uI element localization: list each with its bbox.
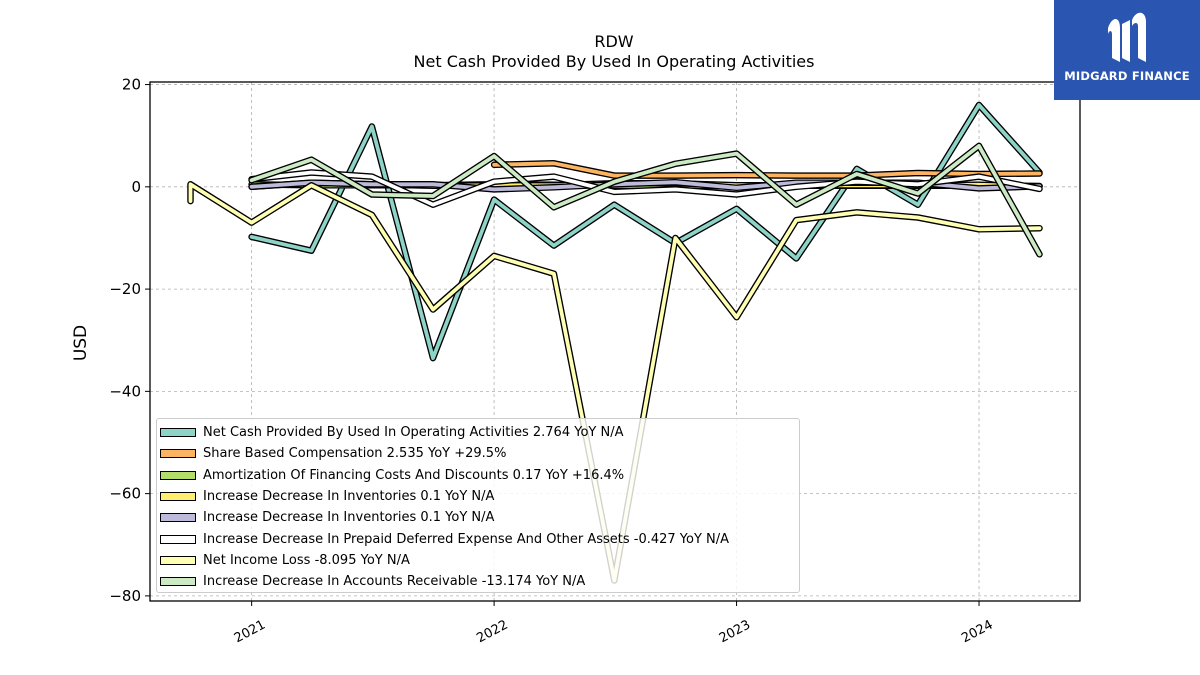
legend-swatch [160,555,196,565]
logo-text: MIDGARD FINANCE [1064,69,1190,83]
axes: 20 0 −20 −40 −60 −80 2021 2022 2023 2024 [109,76,995,647]
series-line [248,101,1043,362]
legend-label: Net Cash Provided By Used In Operating A… [203,425,624,441]
series-line-stroke [249,143,1042,257]
legend-label: Increase Decrease In Inventories 0.1 YoY… [203,489,495,505]
series-line-stroke [249,103,1042,361]
legend-item: Increase Decrease In Prepaid Deferred Ex… [157,528,799,549]
y-tick-label: −20 [109,280,141,298]
legend-swatch [160,513,196,523]
chart-subtitle: Net Cash Provided By Used In Operating A… [414,52,815,71]
legend-swatch [160,470,196,480]
y-tick-label: −80 [109,587,141,605]
legend-label: Increase Decrease In Prepaid Deferred Ex… [203,531,730,547]
legend-label: Amortization Of Financing Costs And Disc… [203,467,625,483]
legend-item: Net Income Loss -8.095 YoY N/A [157,550,799,571]
series-line-outline [248,101,1043,362]
x-tick-label: 2023 [717,618,753,647]
y-tick-label: 20 [122,76,141,94]
legend-swatch [160,577,196,587]
chart-legend: Net Cash Provided By Used In Operating A… [156,418,800,593]
legend-label: Increase Decrease In Accounts Receivable… [203,574,586,590]
legend-swatch [160,492,196,502]
x-tick-label: 2022 [474,618,510,647]
legend-item: Share Based Compensation 2.535 YoY +29.5… [157,443,799,464]
series-line [248,169,1043,208]
legend-item: Increase Decrease In Inventories 0.1 YoY… [157,486,799,507]
y-tick-label: 0 [131,178,141,196]
legend-label: Net Income Loss -8.095 YoY N/A [203,552,410,568]
legend-item: Amortization Of Financing Costs And Disc… [157,465,799,486]
midgard-logo-mark-icon [1108,12,1146,62]
plot-frame [149,81,1081,602]
x-tick-label: 2021 [232,618,268,647]
legend-swatch [160,449,196,459]
series-lines [187,101,1043,584]
y-axis-label: USD [71,325,91,361]
chart-title: RDW [594,32,633,51]
legend-label: Increase Decrease In Inventories 0.1 YoY… [203,510,495,526]
y-tick-label: −60 [109,485,141,503]
brand-logo: MIDGARD FINANCE [1054,0,1200,100]
series-line [248,142,1043,258]
legend-item: Increase Decrease In Inventories 0.1 YoY… [157,507,799,528]
legend-item: Net Cash Provided By Used In Operating A… [157,422,799,443]
legend-label: Share Based Compensation 2.535 YoY +29.5… [203,446,507,462]
y-tick-label: −40 [109,382,141,400]
series-line-stroke [249,170,1042,207]
legend-item: Increase Decrease In Accounts Receivable… [157,571,799,592]
legend-swatch [160,534,196,544]
x-tick-label: 2024 [959,618,995,647]
legend-swatch [160,428,196,438]
